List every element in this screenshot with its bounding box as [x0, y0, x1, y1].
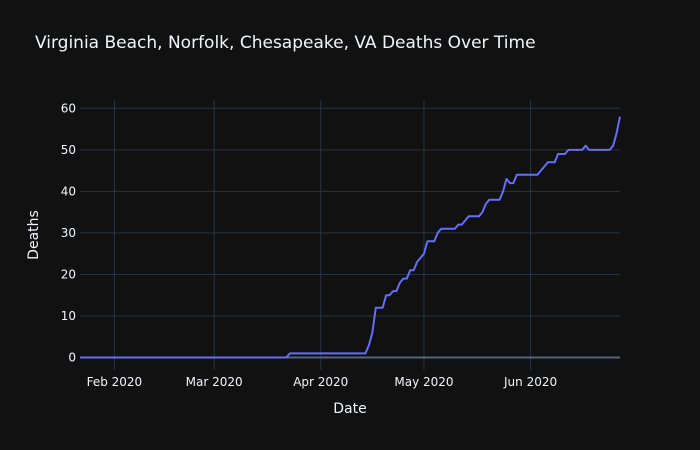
x-axis-title: Date	[333, 401, 366, 417]
x-tick-label-1: Mar 2020	[186, 375, 243, 389]
y-tick-label-1: 10	[61, 309, 76, 323]
y-axis-title: Deaths	[26, 210, 42, 260]
y-tick-labels: 0 10 20 30 40 50 60	[61, 101, 76, 364]
y-tick-label-0: 0	[68, 351, 76, 365]
x-tick-label-4: Jun 2020	[503, 375, 557, 389]
y-tick-label-3: 30	[61, 226, 76, 240]
x-tick-label-2: Apr 2020	[293, 375, 348, 389]
y-tick-label-4: 40	[61, 184, 76, 198]
chart-title: Virginia Beach, Norfolk, Chesapeake, VA …	[35, 33, 536, 53]
x-tick-label-3: May 2020	[394, 375, 453, 389]
x-tick-label-0: Feb 2020	[87, 375, 143, 389]
y-tick-label-5: 50	[61, 143, 76, 157]
y-tick-label-2: 20	[61, 267, 76, 281]
series-line-0	[80, 116, 621, 359]
y-tick-label-6: 60	[61, 101, 76, 115]
grid-layer	[80, 100, 620, 370]
series-layer	[80, 116, 621, 359]
x-tick-labels: Feb 2020 Mar 2020 Apr 2020 May 2020 Jun 2020	[87, 375, 558, 389]
